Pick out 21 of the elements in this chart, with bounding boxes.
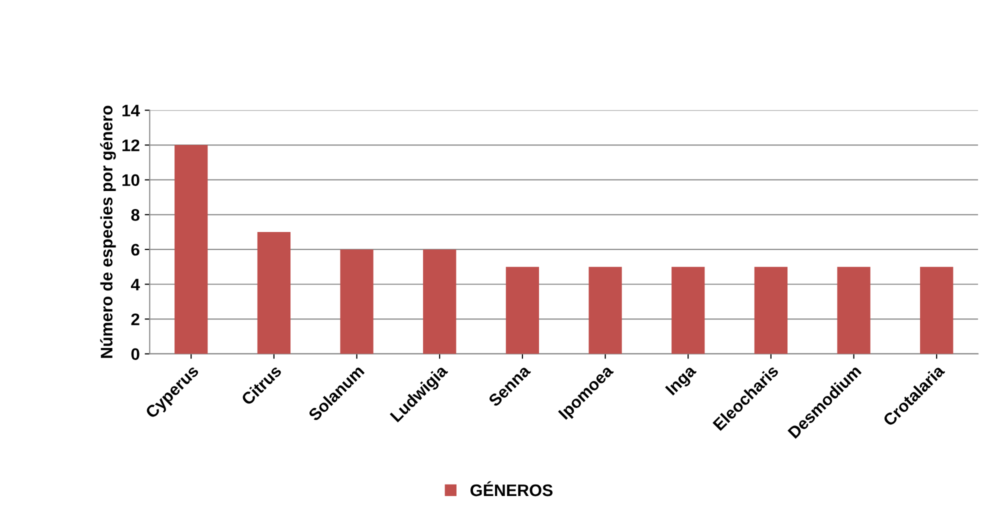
y-tick-label: 0 [131,348,140,360]
y-axis-title: Número de especies por género [100,106,116,358]
x-tick-label: Inga [665,364,700,398]
y-tick-label: 10 [122,174,140,186]
y-tick-label: 8 [131,209,140,221]
y-tick-label: 14 [122,104,140,116]
y-tick-label: 12 [122,139,140,152]
bar [506,266,540,354]
bar [588,266,622,354]
y-tick-label: 2 [131,313,140,326]
bar [257,232,291,354]
y-tick-label: 4 [130,278,140,290]
bar [340,249,374,354]
bar [920,266,954,354]
y-tick-label: 6 [131,244,140,256]
bar [174,145,208,354]
bar [672,266,705,354]
bar [837,266,870,354]
bar [423,249,456,354]
legend-label: GÉNEROS [470,481,553,496]
bar [754,266,788,354]
